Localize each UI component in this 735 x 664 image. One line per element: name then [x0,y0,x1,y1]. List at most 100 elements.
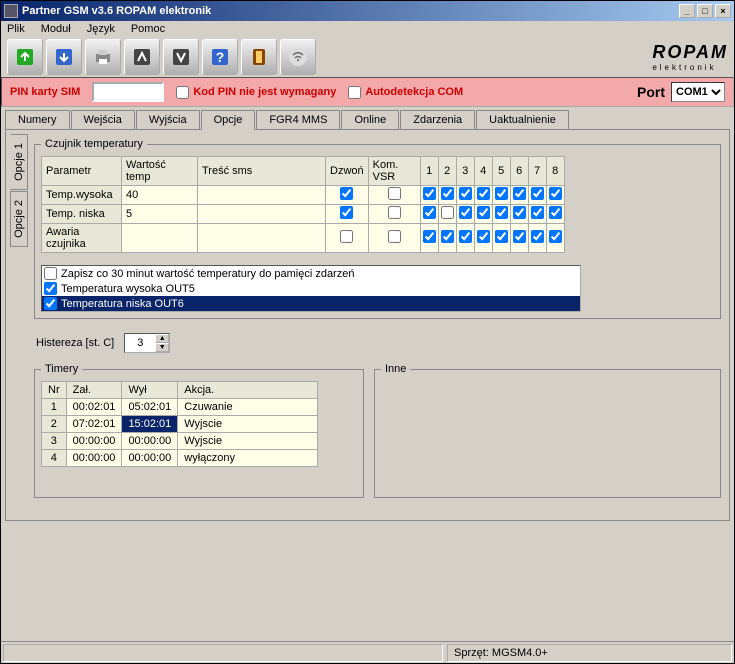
temp-recipient-checkbox[interactable] [477,187,490,200]
tab-online[interactable]: Online [341,110,399,130]
inne-legend: Inne [381,363,410,375]
timer-nr: 2 [42,416,67,433]
temp-cell[interactable] [198,224,326,253]
maximize-button[interactable]: □ [697,4,713,18]
temp-recipient-checkbox[interactable] [495,230,508,243]
tab-numery[interactable]: Numery [5,110,70,130]
tab-opcje[interactable]: Opcje [201,110,256,130]
temp-checkbox[interactable] [340,206,353,219]
menu-modul[interactable]: Moduł [41,23,71,35]
timers-fieldset: Timery NrZał.WyłAkcja. 100:02:0105:02:01… [34,363,364,498]
timer-cell-wyl[interactable]: 15:02:01 [122,416,178,433]
timer-cell-wyl[interactable]: 05:02:01 [122,399,178,416]
port-select[interactable]: COM1 [671,82,725,102]
timer-cell-zal[interactable]: 00:00:00 [66,433,122,450]
toolbar-exit[interactable] [241,39,277,75]
temp-recipient-checkbox[interactable] [423,230,436,243]
timer-cell-zal[interactable]: 00:02:01 [66,399,122,416]
temp-recipient-checkbox[interactable] [549,187,562,200]
tab-uaktualnienie[interactable]: Uaktualnienie [476,110,569,130]
temp-recipient-checkbox[interactable] [441,187,454,200]
timer-cell-akcja[interactable]: Czuwanie [178,399,318,416]
pin-input[interactable] [92,82,164,102]
spin-up[interactable]: ▲ [155,334,169,343]
temp-cell[interactable]: Temp. niska [42,205,122,224]
toolbar-read-module[interactable] [124,39,160,75]
temp-recipient-checkbox[interactable] [459,206,472,219]
vtab-opcje-2[interactable]: Opcje 2 [10,191,28,247]
vtab-opcje-1[interactable]: Opcje 1 [10,134,28,190]
temp-recipient-checkbox[interactable] [423,206,436,219]
tab-wejścia[interactable]: Wejścia [71,110,135,130]
temp-recipient-checkbox[interactable] [423,187,436,200]
tab-fgr4 mms[interactable]: FGR4 MMS [256,110,340,130]
temp-recipient-checkbox[interactable] [531,187,544,200]
autodetect-com-checkbox[interactable]: Autodetekcja COM [348,86,463,99]
spin-down[interactable]: ▼ [155,343,169,352]
temp-cell[interactable] [198,186,326,205]
timer-cell-zal[interactable]: 00:00:00 [66,450,122,467]
toolbar-download-rpm[interactable] [46,39,82,75]
pin-label: PIN karty SIM [10,86,80,98]
temp-checkbox[interactable] [340,230,353,243]
menu-plik[interactable]: Plik [7,23,25,35]
timer-cell-wyl[interactable]: 00:00:00 [122,433,178,450]
temp-recipient-checkbox[interactable] [531,206,544,219]
timer-cell-wyl[interactable]: 00:00:00 [122,450,178,467]
toolbar-upload-rpm[interactable] [7,39,43,75]
logo: ROPAMelektronik [652,42,728,72]
toolbar-print[interactable] [85,39,121,75]
tab-wyjścia[interactable]: Wyjścia [136,110,200,130]
temp-recipient-checkbox[interactable] [513,230,526,243]
timer-cell-akcja[interactable]: Wyjscie [178,433,318,450]
timer-cell-akcja[interactable]: wyłączony [178,450,318,467]
hysteresis-input[interactable] [125,334,155,352]
checklist-row[interactable]: Temperatura niska OUT6 [42,296,580,311]
temperature-legend: Czujnik temperatury [41,138,147,150]
temp-recipient-checkbox[interactable] [549,230,562,243]
close-button[interactable]: × [715,4,731,18]
pin-not-required-checkbox[interactable]: Kod PIN nie jest wymagany [176,86,336,99]
temp-cell[interactable]: Temp.wysoka [42,186,122,205]
timer-cell-zal[interactable]: 07:02:01 [66,416,122,433]
toolbar-write-module[interactable] [163,39,199,75]
temp-cell[interactable] [122,224,198,253]
status-right: Sprzęt: MGSM4.0+ [447,644,732,662]
temp-recipient-checkbox[interactable] [531,230,544,243]
menu-pomoc[interactable]: Pomoc [131,23,165,35]
temp-checkbox[interactable] [388,230,401,243]
checklist-checkbox[interactable] [44,297,57,310]
temp-recipient-checkbox[interactable] [549,206,562,219]
temp-recipient-checkbox[interactable] [459,230,472,243]
temp-cell[interactable] [198,205,326,224]
tab-zdarzenia[interactable]: Zdarzenia [400,110,475,130]
minimize-button[interactable]: _ [679,4,695,18]
temp-checkbox[interactable] [388,206,401,219]
temp-recipient-checkbox[interactable] [441,206,454,219]
temp-checkbox[interactable] [340,187,353,200]
checklist-checkbox[interactable] [44,282,57,295]
menubar: Plik Moduł Język Pomoc [1,21,734,37]
checklist-checkbox[interactable] [44,267,57,280]
temp-recipient-checkbox[interactable] [441,230,454,243]
temp-recipient-checkbox[interactable] [513,206,526,219]
temp-cell[interactable]: 5 [122,205,198,224]
temp-checkbox[interactable] [388,187,401,200]
temp-recipient-checkbox[interactable] [477,206,490,219]
timer-cell-akcja[interactable]: Wyjscie [178,416,318,433]
window-title: Partner GSM v3.6 ROPAM elektronik [22,5,211,17]
temp-recipient-checkbox[interactable] [513,187,526,200]
checklist-row[interactable]: Temperatura wysoka OUT5 [42,281,580,296]
checklist-row[interactable]: Zapisz co 30 minut wartość temperatury d… [42,266,580,281]
menu-jezyk[interactable]: Język [87,23,115,35]
temp-recipient-checkbox[interactable] [459,187,472,200]
temp-col-header: 3 [456,157,474,186]
temp-recipient-checkbox[interactable] [495,206,508,219]
temp-cell[interactable]: Awaria czujnika [42,224,122,253]
toolbar-help[interactable]: ? [202,39,238,75]
temp-recipient-checkbox[interactable] [495,187,508,200]
toolbar-signal[interactable] [280,39,316,75]
hysteresis-spinner[interactable]: ▲▼ [124,333,170,353]
temp-cell[interactable]: 40 [122,186,198,205]
temp-recipient-checkbox[interactable] [477,230,490,243]
